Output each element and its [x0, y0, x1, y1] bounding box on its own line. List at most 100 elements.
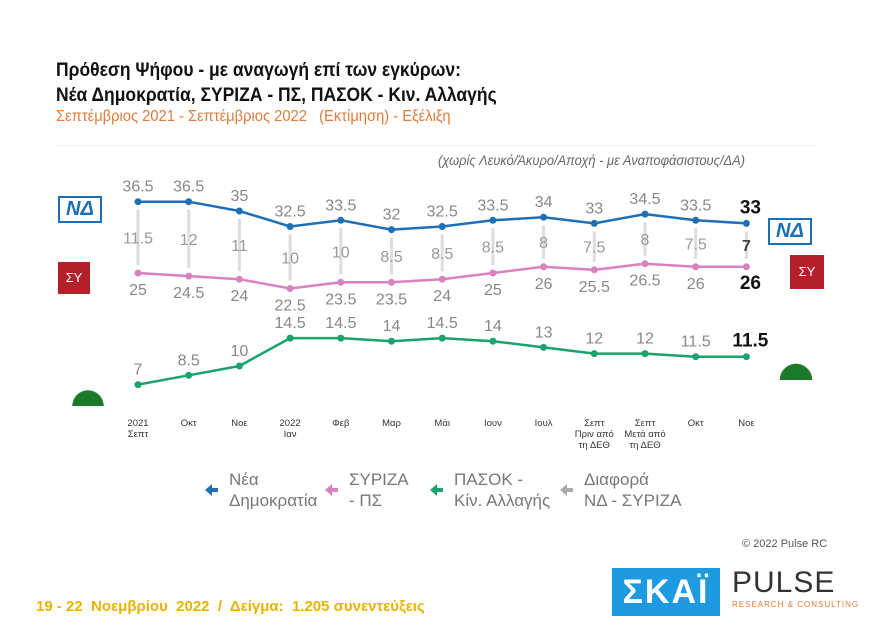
data-label: 22.5: [275, 298, 306, 315]
diff-label: 7: [742, 238, 751, 255]
data-point: [742, 263, 750, 271]
legend-marker-icon: [205, 484, 218, 496]
legend-item: ΠΑΣΟΚ - Κίν. Αλλαγής: [430, 470, 550, 510]
data-point: [489, 269, 497, 277]
series-line: [137, 336, 747, 386]
x-tick-label: Πριν από: [575, 429, 614, 440]
data-label: 24.5: [173, 285, 204, 302]
legend-marker-icon: [560, 484, 573, 496]
data-point: [388, 226, 395, 234]
diff-label: 7.5: [685, 237, 707, 254]
data-label: 10: [231, 343, 249, 360]
pulse-logo: PULSE RESEARCH & CONSULTING: [732, 566, 860, 609]
data-point: [134, 198, 142, 206]
x-tick-label: τη ΔΕΘ: [629, 440, 660, 451]
data-point: [337, 278, 345, 286]
x-tick-label: Οκτ: [688, 418, 704, 429]
data-point: [235, 362, 243, 370]
diff-label: 11.5: [123, 230, 153, 247]
data-label: 25.5: [579, 279, 610, 296]
chart-note: (χωρίς Λευκό/Άκυρο/Αποχή - με Αναποφάσισ…: [438, 152, 745, 168]
x-tick-label: Σεπτ: [584, 418, 605, 429]
legend-label: Διαφορά: [584, 470, 649, 489]
data-label: 26: [535, 276, 553, 293]
x-tick-label: Φεβ: [332, 418, 350, 429]
data-label: 14.5: [325, 315, 356, 332]
x-tick-label: Μάι: [434, 418, 450, 429]
nd-logo-left: ΝΔ: [58, 196, 102, 223]
data-point: [134, 269, 142, 277]
divider: [56, 145, 816, 146]
data-label: 14: [484, 318, 502, 335]
data-point: [337, 334, 345, 342]
legend-label: ΝΔ - ΣΥΡΙΖΑ: [584, 491, 682, 510]
data-point: [388, 278, 395, 286]
legend-label: - ΠΣ: [349, 491, 382, 510]
x-tick-label: Νοε: [231, 418, 248, 429]
x-tick-label: Ιαν: [284, 429, 297, 440]
data-label: 7: [134, 362, 143, 379]
legend-item: Διαφορά ΝΔ - ΣΥΡΙΖΑ: [560, 470, 682, 510]
data-point: [540, 263, 548, 271]
data-label: 32.5: [427, 204, 458, 221]
syriza-logo-left: ΣΥ: [58, 262, 90, 294]
data-point: [185, 272, 193, 280]
data-label: 12: [585, 331, 603, 348]
data-point: [540, 343, 548, 351]
legend-item: Νέα Δημοκρατία: [205, 470, 318, 510]
data-point: [641, 260, 649, 268]
data-label: 11.5: [732, 331, 768, 352]
copyright: © 2022 Pulse RC: [742, 538, 828, 550]
legend-marker-icon: [430, 484, 443, 496]
data-point: [388, 337, 395, 345]
legend-label: ΠΑΣΟΚ -: [454, 470, 523, 489]
data-label: 35: [231, 188, 249, 205]
x-tick-label: Σεπτ: [635, 418, 656, 429]
data-point: [185, 371, 193, 379]
data-point: [438, 334, 446, 342]
data-point: [235, 275, 243, 283]
data-point: [134, 381, 142, 389]
data-label: 23.5: [376, 291, 407, 308]
x-tick-label: τη ΔΕΘ: [579, 440, 610, 451]
data-point: [692, 216, 700, 224]
diff-label: 11: [231, 238, 248, 255]
data-label: 26: [687, 276, 705, 293]
diff-label: 8.5: [431, 246, 453, 263]
data-label: 14.5: [427, 315, 458, 332]
x-tick-label: Οκτ: [181, 418, 197, 429]
legend-marker-icon: [325, 484, 338, 496]
legend-label: ΣΥΡΙΖΑ: [349, 470, 409, 489]
data-label: 34: [535, 194, 553, 211]
chart-title: Πρόθεση Ψήφου - με αναγωγή επί των εγκύρ…: [56, 58, 497, 108]
data-label: 25: [484, 282, 502, 299]
x-tick-label: Μαρ: [382, 418, 401, 429]
data-label: 8.5: [178, 352, 200, 369]
data-point: [286, 334, 294, 342]
data-label: 32: [383, 207, 401, 224]
title-line-2: Νέα Δημοκρατία, ΣΥΡΙΖΑ - ΠΣ, ΠΑΣΟΚ - Κιν…: [56, 85, 497, 106]
data-point: [489, 337, 497, 345]
data-label: 33: [585, 200, 603, 217]
data-label: 12: [636, 331, 654, 348]
diff-label: 8: [539, 235, 548, 252]
diff-label: 7.5: [583, 240, 605, 257]
data-point: [590, 350, 598, 358]
data-point: [641, 210, 649, 218]
x-tick-label: Σεπτ: [128, 429, 149, 440]
diff-label: 8.5: [380, 249, 402, 266]
diff-label: 10: [332, 244, 350, 261]
legend-label: Νέα: [229, 470, 259, 489]
data-label: 26: [740, 273, 761, 294]
data-label: 13: [535, 324, 553, 341]
chart-subtitle: Σεπτέμβριος 2021 - Σεπτέμβριος 2022 (Εκτ…: [56, 108, 451, 125]
data-point: [692, 263, 700, 271]
data-point: [692, 353, 700, 361]
data-point: [185, 198, 193, 206]
data-label: 36.5: [122, 179, 153, 196]
data-point: [590, 219, 598, 227]
data-label: 33.5: [477, 197, 508, 214]
data-label: 26.5: [629, 273, 660, 290]
data-point: [438, 275, 446, 283]
